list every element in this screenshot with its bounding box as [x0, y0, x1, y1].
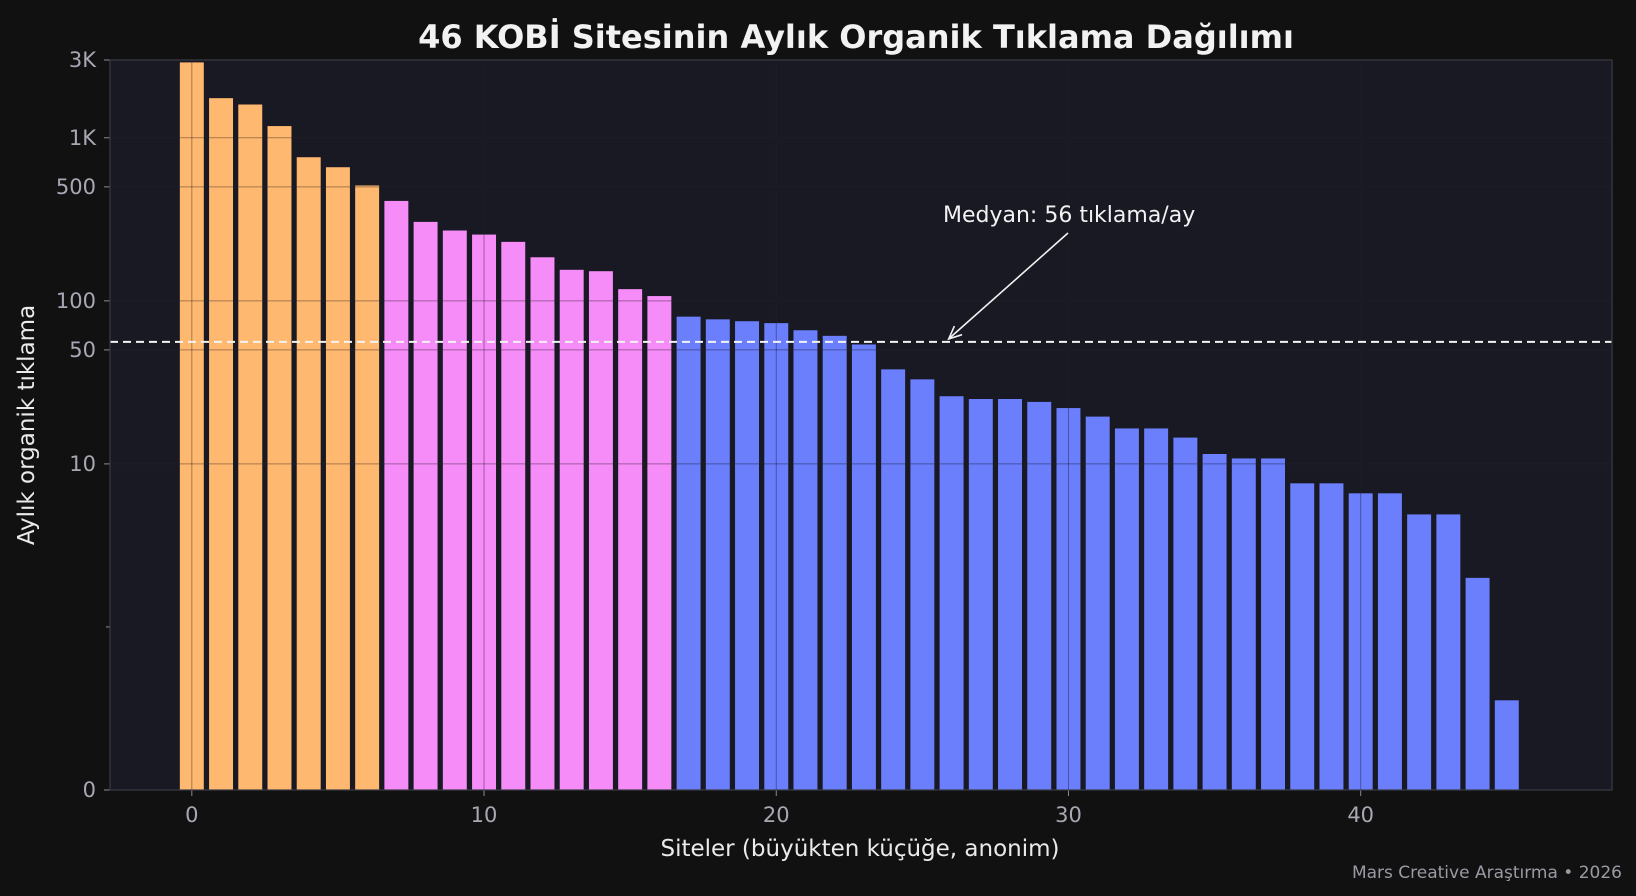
bar-site-28	[998, 399, 1023, 790]
bar-site-39	[1319, 483, 1344, 790]
bar-site-5	[325, 167, 350, 791]
bar-site-44	[1465, 577, 1490, 790]
y-tick-label: 0	[83, 778, 96, 802]
bar-site-34	[1173, 437, 1198, 790]
x-tick-label: 0	[185, 803, 198, 827]
bar-site-36	[1231, 458, 1256, 790]
bar-site-18	[705, 319, 730, 790]
bar-site-2	[238, 104, 263, 790]
bar-site-20	[764, 323, 789, 790]
bar-site-4	[296, 157, 321, 791]
bar-site-11	[501, 241, 526, 790]
axis-ticks: 0 10 20 30 40 0 10 50 100 500 1K 3K	[56, 48, 1374, 827]
bar-site-38	[1290, 483, 1315, 790]
x-axis-label: Siteler (büyükten küçüğe, anonim)	[660, 836, 1059, 862]
bar-site-19	[735, 321, 760, 790]
y-axis-label: Aylık organik tıklama	[14, 305, 40, 545]
y-tick-label: 10	[69, 452, 96, 476]
median-annotation-label: Medyan: 56 tıklama/ay	[943, 203, 1195, 228]
bar-site-33	[1144, 428, 1169, 790]
bar-site-13	[559, 269, 584, 790]
bar-site-15	[618, 289, 643, 790]
bar-site-41	[1377, 493, 1402, 790]
median-arrow-head	[947, 325, 963, 341]
plot-frame	[109, 59, 1613, 791]
bar-site-24	[881, 369, 906, 790]
bar-site-14	[588, 271, 613, 790]
x-tick-label: 20	[763, 803, 790, 827]
y-tick-label: 1K	[69, 126, 97, 150]
chart-title: 46 KOBİ Sitesinin Aylık Organik Tıklama …	[418, 18, 1294, 56]
y-tick-label: 500	[56, 175, 96, 199]
y-tick-label: 3K	[69, 48, 97, 72]
x-tick-label: 30	[1055, 803, 1082, 827]
bar-site-8	[413, 221, 438, 790]
bar-site-42	[1407, 514, 1432, 790]
bar-site-16	[647, 296, 672, 790]
bar-site-35	[1202, 454, 1227, 790]
bar-site-37	[1261, 458, 1286, 790]
bar-site-9	[442, 230, 467, 790]
bar-site-6	[355, 185, 380, 791]
bar-site-0	[179, 62, 204, 790]
median-arrow	[948, 232, 1069, 340]
bar-site-43	[1436, 514, 1461, 790]
footer-credit: Mars Creative Araştırma • 2026	[1352, 863, 1622, 883]
bar-site-1	[209, 98, 234, 791]
bar-site-40	[1348, 493, 1373, 790]
bar-site-12	[530, 257, 555, 790]
bars	[110, 60, 1612, 791]
bar-site-25	[910, 379, 935, 790]
bar-site-45	[1494, 700, 1519, 790]
bar-site-31	[1085, 416, 1110, 790]
bar-site-27	[968, 399, 993, 790]
x-tick-label: 10	[471, 803, 498, 827]
bar-site-30	[1056, 408, 1081, 790]
x-tick-label: 40	[1347, 803, 1374, 827]
median-line-group	[110, 232, 1612, 343]
bar-site-10	[472, 234, 497, 790]
bar-site-7	[384, 200, 409, 790]
y-tick-label: 50	[69, 338, 96, 362]
bar-site-22	[822, 335, 847, 790]
bar-site-23	[851, 344, 876, 790]
bar-site-17	[676, 316, 701, 790]
bar-site-3	[267, 126, 292, 790]
bar-site-32	[1114, 428, 1139, 790]
bar-site-29	[1027, 401, 1052, 790]
bar-site-26	[939, 396, 964, 790]
bar-site-21	[793, 330, 818, 790]
y-tick-label: 100	[56, 289, 96, 313]
